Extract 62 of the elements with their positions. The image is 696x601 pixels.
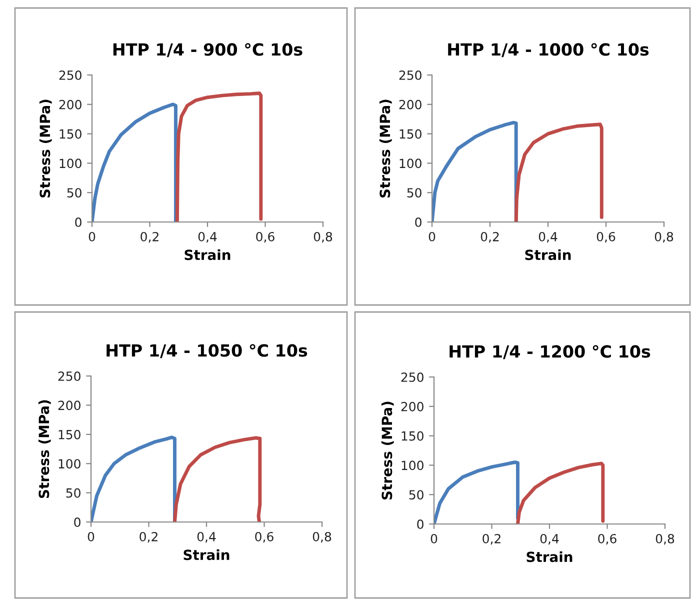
x-axis-title: Strain: [184, 549, 230, 560]
x-tick-label: 0,6: [255, 532, 274, 543]
x-axis-title: Strain: [525, 249, 571, 260]
y-tick-label: 100: [402, 460, 424, 470]
x-tick-label: 0,2: [140, 532, 158, 543]
y-axis-title: Stress (MPa): [379, 100, 392, 198]
x-tick-label: 0: [428, 232, 436, 242]
y-tick-label: 0: [415, 217, 422, 227]
line-series: [91, 436, 176, 522]
x-tick-label: 0,2: [480, 232, 499, 243]
x-tick-label: 0,8: [312, 532, 332, 543]
y-tick-label: 150: [58, 430, 80, 440]
y-tick-label: 100: [58, 459, 80, 469]
y-tick-label: 250: [59, 70, 82, 80]
y-tick-label: 150: [402, 431, 424, 441]
x-tick-label: 0,2: [482, 534, 500, 545]
line-series: [434, 460, 520, 524]
y-tick-label: 0: [74, 517, 80, 527]
line-series: [516, 462, 605, 524]
y-tick-label: 250: [399, 70, 422, 80]
y-tick-label: 200: [401, 402, 424, 412]
x-tick-label: 0,4: [538, 232, 558, 243]
y-tick-label: 150: [400, 129, 422, 139]
x-axis-title: Strain: [184, 249, 230, 260]
y-tick-label: 50: [66, 488, 80, 498]
x-tick-label: 0,6: [598, 534, 616, 545]
x-tick-label: 0: [88, 532, 94, 542]
chart-title: HTP 1/4 - 1050 °C 10s: [106, 344, 308, 358]
x-tick-label: 0,4: [198, 232, 217, 243]
x-tick-label: 0,4: [197, 532, 216, 543]
line-series: [175, 91, 263, 222]
x-tick-label: 0,6: [596, 232, 616, 243]
x-axis-title: Strain: [526, 551, 572, 562]
chart-title: HTP 1/4 - 1200 °C 10s: [450, 345, 650, 360]
line-series: [173, 436, 262, 522]
y-tick-label: 0: [75, 217, 82, 227]
y-tick-label: 50: [409, 490, 424, 500]
y-tick-label: 50: [67, 188, 82, 198]
x-tick-label: 0,8: [656, 534, 674, 545]
y-tick-label: 50: [407, 188, 422, 198]
y-tick-label: 150: [60, 129, 82, 139]
x-tick-label: 0,6: [256, 232, 274, 243]
y-axis-title: Stress (MPa): [39, 100, 52, 198]
y-tick-label: 100: [60, 158, 82, 168]
chart-title: HTP 1/4 - 1000 °C 10s: [448, 43, 649, 58]
x-tick-label: 0,2: [140, 232, 158, 243]
line-series: [514, 122, 604, 222]
y-tick-label: 200: [399, 100, 422, 110]
y-tick-label: 250: [401, 372, 424, 382]
y-tick-label: 100: [400, 158, 422, 168]
y-tick-label: 200: [59, 100, 82, 110]
x-tick-label: 0,4: [540, 534, 559, 545]
x-tick-label: 0: [430, 534, 438, 544]
x-tick-label: 0,8: [654, 232, 674, 243]
y-axis-title: Stress (MPa): [38, 400, 51, 498]
chart-title: HTP 1/4 - 900 °C 10s: [113, 43, 302, 58]
x-tick-label: 0,8: [314, 232, 332, 243]
y-tick-label: 0: [417, 519, 424, 529]
y-axis-title: Stress (MPa): [381, 402, 394, 500]
y-tick-label: 250: [58, 371, 80, 381]
y-tick-label: 200: [58, 400, 80, 410]
x-tick-label: 0: [88, 232, 96, 242]
